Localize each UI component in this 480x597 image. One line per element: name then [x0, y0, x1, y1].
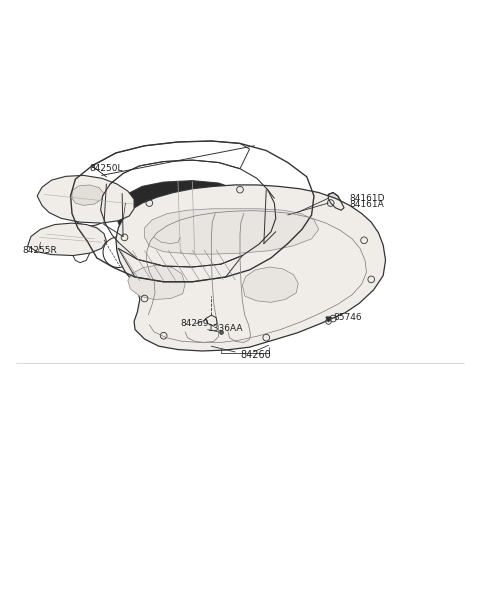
Polygon shape — [128, 265, 185, 300]
Text: 84161D: 84161D — [350, 194, 385, 203]
Text: 84161A: 84161A — [350, 199, 384, 208]
Polygon shape — [28, 223, 107, 256]
Text: 84255R: 84255R — [23, 247, 58, 256]
Polygon shape — [242, 267, 298, 302]
Polygon shape — [72, 185, 104, 205]
Text: 84250L: 84250L — [90, 164, 123, 173]
Text: 85746: 85746 — [333, 313, 362, 322]
Text: 84260: 84260 — [240, 350, 271, 360]
Polygon shape — [117, 181, 257, 254]
Polygon shape — [328, 193, 344, 210]
Polygon shape — [116, 185, 385, 351]
Text: 84269: 84269 — [180, 319, 209, 328]
Text: 1336AA: 1336AA — [207, 324, 243, 333]
Polygon shape — [144, 209, 319, 254]
Polygon shape — [37, 176, 134, 223]
